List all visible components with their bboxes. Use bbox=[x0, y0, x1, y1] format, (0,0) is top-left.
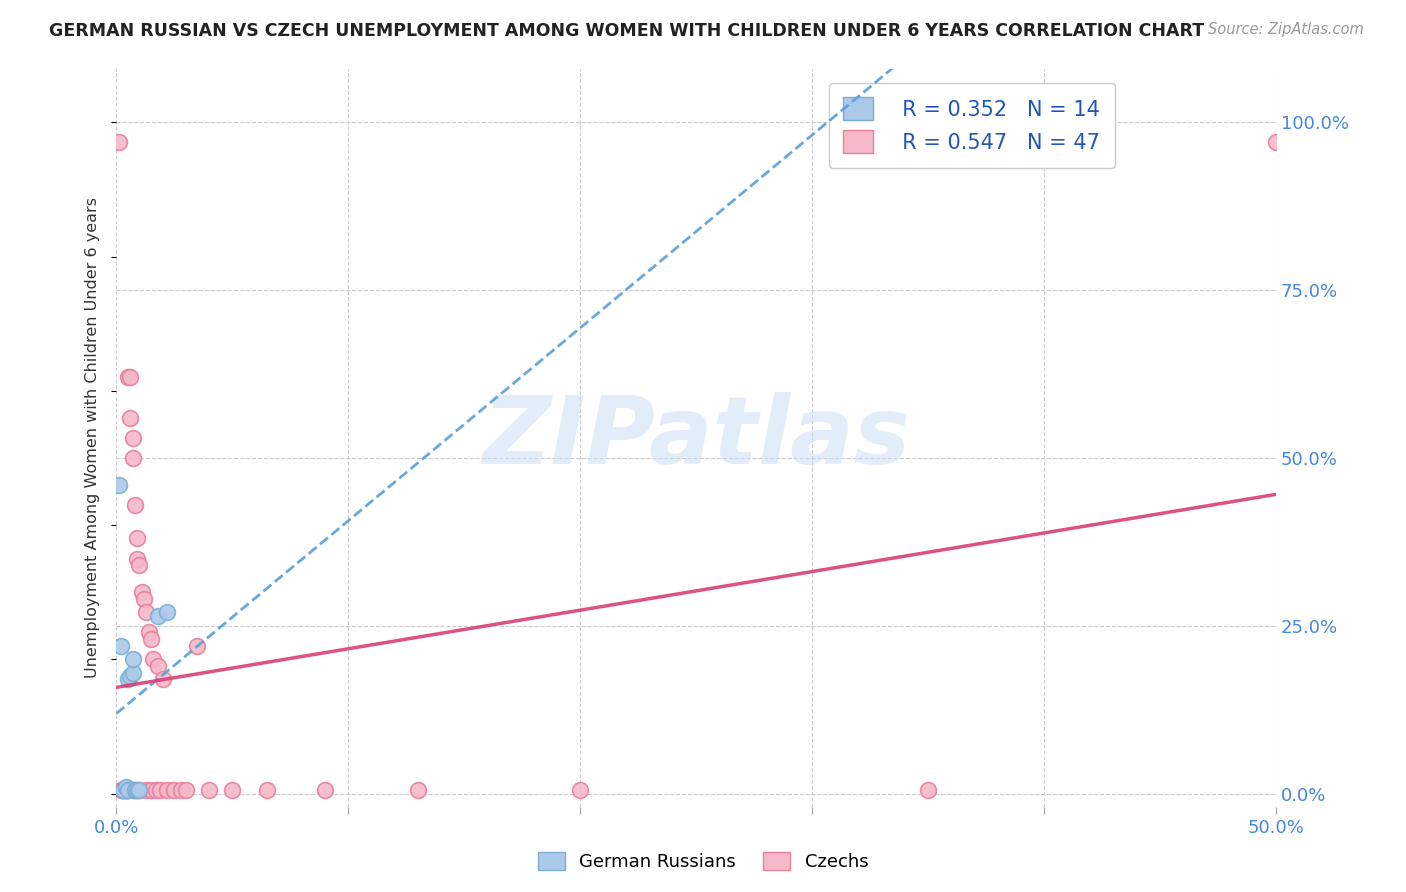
Point bbox=[139, 783, 162, 797]
Point bbox=[107, 477, 129, 491]
Point bbox=[127, 783, 149, 797]
Point bbox=[139, 632, 162, 647]
Point bbox=[121, 665, 143, 680]
Text: ZIPatlas: ZIPatlas bbox=[482, 392, 910, 483]
Point bbox=[406, 783, 429, 797]
Point bbox=[124, 498, 146, 512]
Point bbox=[128, 783, 150, 797]
Point bbox=[146, 659, 169, 673]
Point bbox=[146, 608, 169, 623]
Point bbox=[112, 783, 135, 797]
Point bbox=[110, 639, 132, 653]
Point bbox=[117, 673, 139, 687]
Point bbox=[152, 673, 174, 687]
Point bbox=[117, 783, 139, 797]
Point bbox=[112, 783, 135, 797]
Point bbox=[117, 783, 139, 797]
Point bbox=[256, 783, 278, 797]
Point bbox=[121, 783, 143, 797]
Point bbox=[114, 780, 136, 794]
Point bbox=[135, 605, 157, 619]
Point bbox=[170, 783, 193, 797]
Point bbox=[198, 783, 221, 797]
Point bbox=[132, 591, 155, 606]
Text: Source: ZipAtlas.com: Source: ZipAtlas.com bbox=[1208, 22, 1364, 37]
Point bbox=[114, 783, 136, 797]
Point bbox=[114, 783, 136, 797]
Point bbox=[121, 450, 143, 465]
Point bbox=[156, 605, 179, 619]
Y-axis label: Unemployment Among Women with Children Under 6 years: Unemployment Among Women with Children U… bbox=[86, 197, 100, 678]
Point bbox=[114, 783, 136, 797]
Point bbox=[121, 652, 143, 666]
Point bbox=[110, 783, 132, 797]
Point bbox=[174, 783, 197, 797]
Point bbox=[120, 410, 142, 425]
Point bbox=[314, 783, 336, 797]
Point bbox=[917, 783, 939, 797]
Point bbox=[138, 625, 160, 640]
Point bbox=[156, 783, 179, 797]
Point bbox=[128, 783, 150, 797]
Point bbox=[121, 431, 143, 445]
Point bbox=[131, 585, 153, 599]
Point bbox=[127, 532, 149, 546]
Point bbox=[107, 136, 129, 150]
Point bbox=[221, 783, 243, 797]
Point bbox=[135, 783, 157, 797]
Point bbox=[186, 639, 208, 653]
Point bbox=[149, 783, 172, 797]
Point bbox=[124, 783, 146, 797]
Point bbox=[142, 652, 165, 666]
Legend:   R = 0.352   N = 14,   R = 0.547   N = 47: R = 0.352 N = 14, R = 0.547 N = 47 bbox=[830, 83, 1115, 168]
Point bbox=[120, 669, 142, 683]
Point bbox=[145, 783, 167, 797]
Point bbox=[128, 558, 150, 573]
Point bbox=[1265, 136, 1288, 150]
Point bbox=[163, 783, 186, 797]
Point bbox=[112, 783, 135, 797]
Legend: German Russians, Czechs: German Russians, Czechs bbox=[530, 845, 876, 879]
Point bbox=[117, 370, 139, 384]
Point bbox=[117, 783, 139, 797]
Text: GERMAN RUSSIAN VS CZECH UNEMPLOYMENT AMONG WOMEN WITH CHILDREN UNDER 6 YEARS COR: GERMAN RUSSIAN VS CZECH UNEMPLOYMENT AMO… bbox=[49, 22, 1205, 40]
Point bbox=[112, 783, 135, 797]
Point bbox=[569, 783, 592, 797]
Point bbox=[124, 783, 146, 797]
Point bbox=[127, 551, 149, 566]
Point bbox=[120, 370, 142, 384]
